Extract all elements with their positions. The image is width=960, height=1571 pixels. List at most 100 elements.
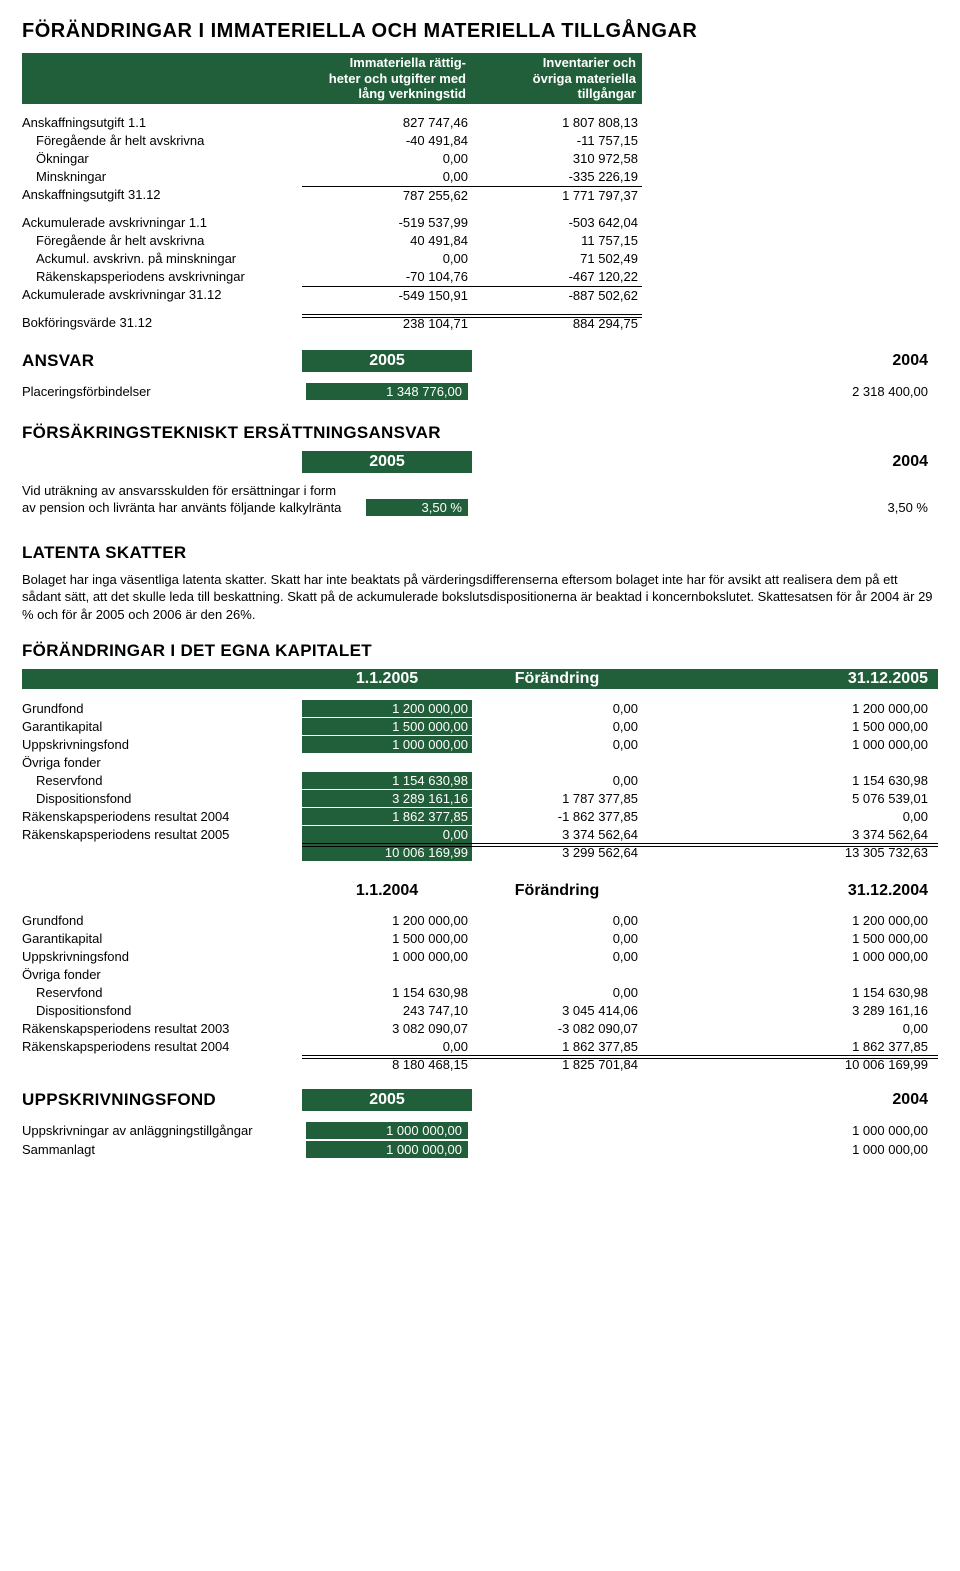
row-c2: -3 082 090,07 — [472, 1020, 642, 1037]
row-c2: 1 000 000,00 — [762, 1122, 932, 1139]
row-c2 — [472, 973, 642, 975]
row-c3: 0,00 — [642, 1020, 938, 1037]
row-c1: 1 000 000,00 — [302, 736, 472, 753]
row-label: Övriga fonder — [22, 967, 302, 982]
row-c1: 243 747,10 — [302, 1002, 472, 1019]
row-c1: 1 200 000,00 — [302, 912, 472, 929]
egna-sum1-c2: 3 299 562,64 — [472, 843, 642, 861]
row-c2: 0,00 — [472, 736, 642, 753]
row-c1: 1 000 000,00 — [302, 948, 472, 965]
row-c3 — [642, 761, 938, 763]
egna-sum2-c1: 8 180 468,15 — [302, 1055, 472, 1073]
row-c2: 0,00 — [472, 718, 642, 735]
row-c1: 1 000 000,00 — [306, 1141, 468, 1158]
row-c2: 310 972,58 — [472, 150, 642, 167]
upp-y1: 2005 — [302, 1089, 472, 1111]
table-row: Garantikapital1 500 000,000,001 500 000,… — [22, 929, 938, 947]
latenta-title: LATENTA SKATTER — [22, 543, 938, 563]
table-row: Minskningar0,00-335 226,19 — [22, 168, 938, 186]
row-c2: 71 502,49 — [472, 250, 642, 267]
row-c2: 1 862 377,85 — [472, 1038, 642, 1055]
row-c2: 1 787 377,85 — [472, 790, 642, 807]
row-label: Uppskrivningsfond — [22, 949, 302, 964]
ansvar-data-row: Placeringsförbindelser 1 348 776,00 2 31… — [22, 382, 938, 401]
row-c1: 3 289 161,16 — [302, 790, 472, 807]
row-c1: 1 500 000,00 — [302, 718, 472, 735]
row-label: Föregående år helt avskrivna — [22, 133, 302, 148]
table-row: Ackumulerade avskrivningar 31.12-549 150… — [22, 286, 938, 304]
row-c1: 1 200 000,00 — [302, 700, 472, 717]
s1-hdr-c1-l1: Immateriella rättig- — [308, 55, 466, 71]
table-row: Ackumul. avskrivn. på minskningar0,0071 … — [22, 250, 938, 268]
table-row: Anskaffningsutgift 31.12787 255,621 771 … — [22, 186, 938, 204]
table-row: Föregående år helt avskrivna-40 491,84-1… — [22, 132, 938, 150]
ansvar-y1: 2005 — [302, 350, 472, 372]
row-c2: -887 502,62 — [472, 286, 642, 304]
row-c3: 1 154 630,98 — [642, 772, 938, 789]
row-c3: 5 076 539,01 — [642, 790, 938, 807]
row-c1: 1 000 000,00 — [306, 1122, 468, 1139]
row-c2 — [472, 761, 642, 763]
row-label: Räkenskapsperiodens resultat 2004 — [22, 1039, 302, 1054]
egna-hdr2: 1.1.2004 Förändring 31.12.2004 — [22, 881, 938, 901]
row-c1: -70 104,76 — [302, 268, 472, 285]
ansvar-row-c1: 1 348 776,00 — [306, 383, 468, 400]
row-label: Ackumul. avskrivn. på minskningar — [22, 251, 302, 266]
table-row: Räkenskapsperiodens avskrivningar-70 104… — [22, 268, 938, 286]
table-row: Reservfond1 154 630,980,001 154 630,98 — [22, 983, 938, 1001]
upp-header-row: UPPSKRIVNINGSFOND 2005 2004 — [22, 1089, 938, 1111]
table-row: Grundfond1 200 000,000,001 200 000,00 — [22, 911, 938, 929]
row-label: Grundfond — [22, 913, 302, 928]
upp-y2: 2004 — [762, 1090, 932, 1110]
row-label: Uppskrivningsfond — [22, 737, 302, 752]
row-label: Grundfond — [22, 701, 302, 716]
row-c1: 3 082 090,07 — [302, 1020, 472, 1037]
row-label: Uppskrivningar av anläggningstillgångar — [22, 1123, 302, 1138]
row-label: Garantikapital — [22, 931, 302, 946]
row-c1: 787 255,62 — [302, 186, 472, 204]
table-row: Uppskrivningar av anläggningstillgångar 1… — [22, 1121, 938, 1140]
egna-hdr1-c1: 1.1.2005 — [302, 669, 472, 689]
row-label: Dispositionsfond — [22, 1003, 302, 1018]
row-c1: 1 154 630,98 — [302, 984, 472, 1001]
table-row: Ackumulerade avskrivningar 1.1-519 537,9… — [22, 214, 938, 232]
latenta-para: Bolaget har inga väsentliga latenta skat… — [22, 571, 938, 624]
row-c1: 1 862 377,85 — [302, 808, 472, 825]
row-c2: 3 045 414,06 — [472, 1002, 642, 1019]
fta-c2: 3,50 % — [762, 499, 932, 516]
s1-hdr-c1-l2: heter och utgifter med — [308, 71, 466, 87]
row-c1: 0,00 — [302, 1038, 472, 1055]
row-c2: 0,00 — [472, 984, 642, 1001]
row-c1: -519 537,99 — [302, 214, 472, 231]
table-row: Föregående år helt avskrivna40 491,8411 … — [22, 232, 938, 250]
fta-text2: av pension och livränta har använts följ… — [22, 500, 362, 515]
row-label: Sammanlagt — [22, 1142, 302, 1157]
table-row: Övriga fonder — [22, 965, 938, 983]
row-c3: 3 289 161,16 — [642, 1002, 938, 1019]
egna-sum1-c3: 13 305 732,63 — [642, 843, 938, 861]
row-c2: 0,00 — [472, 772, 642, 789]
fta-header-row: 2005 2004 — [22, 451, 938, 473]
row-c3: 1 500 000,00 — [642, 930, 938, 947]
egna-hdr1-c3: 31.12.2005 — [642, 669, 938, 689]
ansvar-row-c2: 2 318 400,00 — [762, 383, 932, 400]
table-row: Räkenskapsperiodens resultat 20041 862 3… — [22, 807, 938, 825]
row-c3: 1 000 000,00 — [642, 948, 938, 965]
table-row: Räkenskapsperiodens resultat 20033 082 0… — [22, 1019, 938, 1037]
egna-hdr2-c2: Förändring — [472, 881, 642, 901]
row-c3: 1 154 630,98 — [642, 984, 938, 1001]
row-c1 — [302, 761, 472, 763]
fta-text1: Vid uträkning av ansvarsskulden för ersä… — [22, 483, 938, 498]
ansvar-header-row: ANSVAR 2005 2004 — [22, 350, 938, 372]
row-c3: 1 200 000,00 — [642, 700, 938, 717]
table-row: Garantikapital1 500 000,000,001 500 000,… — [22, 717, 938, 735]
row-label: Reservfond — [22, 985, 302, 1000]
row-c2: 0,00 — [472, 948, 642, 965]
row-c1: -40 491,84 — [302, 132, 472, 149]
egna-sum2-c2: 1 825 701,84 — [472, 1055, 642, 1073]
fta-title: FÖRSÄKRINGSTEKNISKT ERSÄTTNINGSANSVAR — [22, 423, 938, 443]
s1-final-c1: 238 104,71 — [302, 314, 472, 332]
s1-hdr-c2-l3: tillgångar — [478, 86, 636, 102]
row-label: Reservfond — [22, 773, 302, 788]
table-row: Uppskrivningsfond1 000 000,000,001 000 0… — [22, 947, 938, 965]
